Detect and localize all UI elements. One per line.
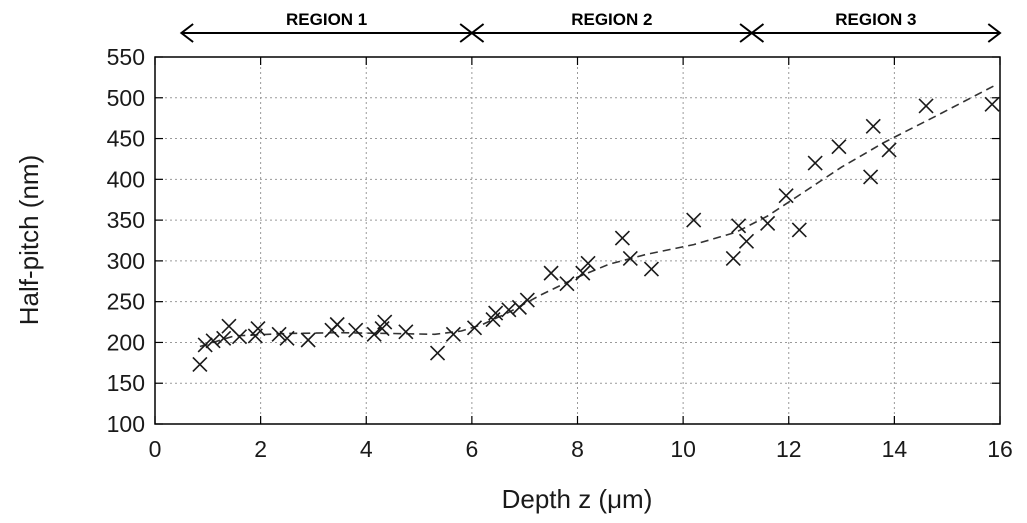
data-point-marker xyxy=(831,139,847,155)
data-point-marker xyxy=(580,255,596,271)
data-point-marker xyxy=(984,96,1000,112)
data-point-marker xyxy=(216,330,232,346)
data-point-marker xyxy=(300,332,316,348)
region-3-arrow xyxy=(750,23,1002,43)
data-point-marker xyxy=(271,326,287,342)
y-tick-label: 150 xyxy=(107,370,145,396)
data-point-marker xyxy=(881,142,897,158)
data-point-marker xyxy=(197,337,213,353)
data-point-marker xyxy=(643,261,660,277)
y-tick-label: 400 xyxy=(107,166,145,192)
x-tick-label: 8 xyxy=(571,436,584,462)
y-tick-label: 350 xyxy=(107,207,145,233)
x-tick-label: 4 xyxy=(360,436,373,462)
data-point-marker xyxy=(329,316,345,333)
data-point-marker xyxy=(863,169,879,185)
data-point-marker xyxy=(429,345,446,361)
data-point-marker xyxy=(622,250,638,267)
data-point-marker xyxy=(791,222,807,238)
region-2-label: REGION 2 xyxy=(571,10,652,29)
data-point-marker xyxy=(865,118,881,134)
data-point-marker xyxy=(725,250,741,267)
data-point-marker xyxy=(807,155,823,171)
y-tick-label: 500 xyxy=(107,85,145,111)
y-tick-label: 450 xyxy=(107,126,145,152)
data-point-marker xyxy=(543,265,559,281)
data-point-marker xyxy=(519,292,535,308)
x-tick-label: 6 xyxy=(465,436,478,462)
axis-ticks xyxy=(154,56,1001,425)
data-markers xyxy=(192,96,1000,373)
data-point-marker xyxy=(731,218,747,234)
x-tick-label: 10 xyxy=(670,436,696,462)
x-tick-label: 2 xyxy=(254,436,267,462)
y-axis-title: Half-pitch (nm) xyxy=(14,155,44,325)
data-point-marker xyxy=(575,265,591,281)
data-point-marker xyxy=(559,276,575,292)
x-tick-label: 0 xyxy=(149,436,162,462)
data-point-marker xyxy=(445,326,461,342)
data-point-marker xyxy=(205,333,221,349)
x-tick-labels: 0 2 4 6 8 10 12 14 16 xyxy=(149,436,1013,462)
x-tick-label: 16 xyxy=(987,436,1013,462)
data-point-marker xyxy=(466,320,483,336)
data-point-marker xyxy=(738,233,755,249)
y-tick-label: 300 xyxy=(107,248,145,274)
data-point-marker xyxy=(231,329,248,345)
data-point-marker xyxy=(377,314,393,330)
data-point-marker xyxy=(778,188,794,204)
data-point-marker xyxy=(918,98,934,114)
x-tick-label: 14 xyxy=(882,436,908,462)
region-arrows: REGION 1 REGION 2 REGION 3 xyxy=(179,10,1002,43)
data-point-marker xyxy=(279,330,295,346)
region-3-label: REGION 3 xyxy=(835,10,916,29)
data-point-marker xyxy=(501,302,517,318)
data-point-marker xyxy=(348,322,364,338)
y-tick-label: 100 xyxy=(107,411,145,437)
data-point-marker xyxy=(614,230,630,246)
x-tick-label: 12 xyxy=(776,436,802,462)
x-axis-title: Depth z (μm) xyxy=(502,484,653,514)
data-point-marker xyxy=(488,305,504,321)
data-point-marker xyxy=(760,215,776,231)
y-tick-labels: 100 150 200 250 300 350 400 450 500 550 xyxy=(107,44,145,437)
data-point-marker xyxy=(686,212,702,228)
y-tick-label: 250 xyxy=(107,289,145,315)
y-tick-label: 550 xyxy=(107,44,145,70)
y-tick-label: 200 xyxy=(107,329,145,355)
data-point-marker xyxy=(398,324,414,340)
data-point-marker xyxy=(366,326,382,342)
region-1-label: REGION 1 xyxy=(286,10,367,29)
grid xyxy=(155,57,1000,424)
data-point-marker xyxy=(192,356,208,373)
data-point-marker xyxy=(250,321,266,337)
